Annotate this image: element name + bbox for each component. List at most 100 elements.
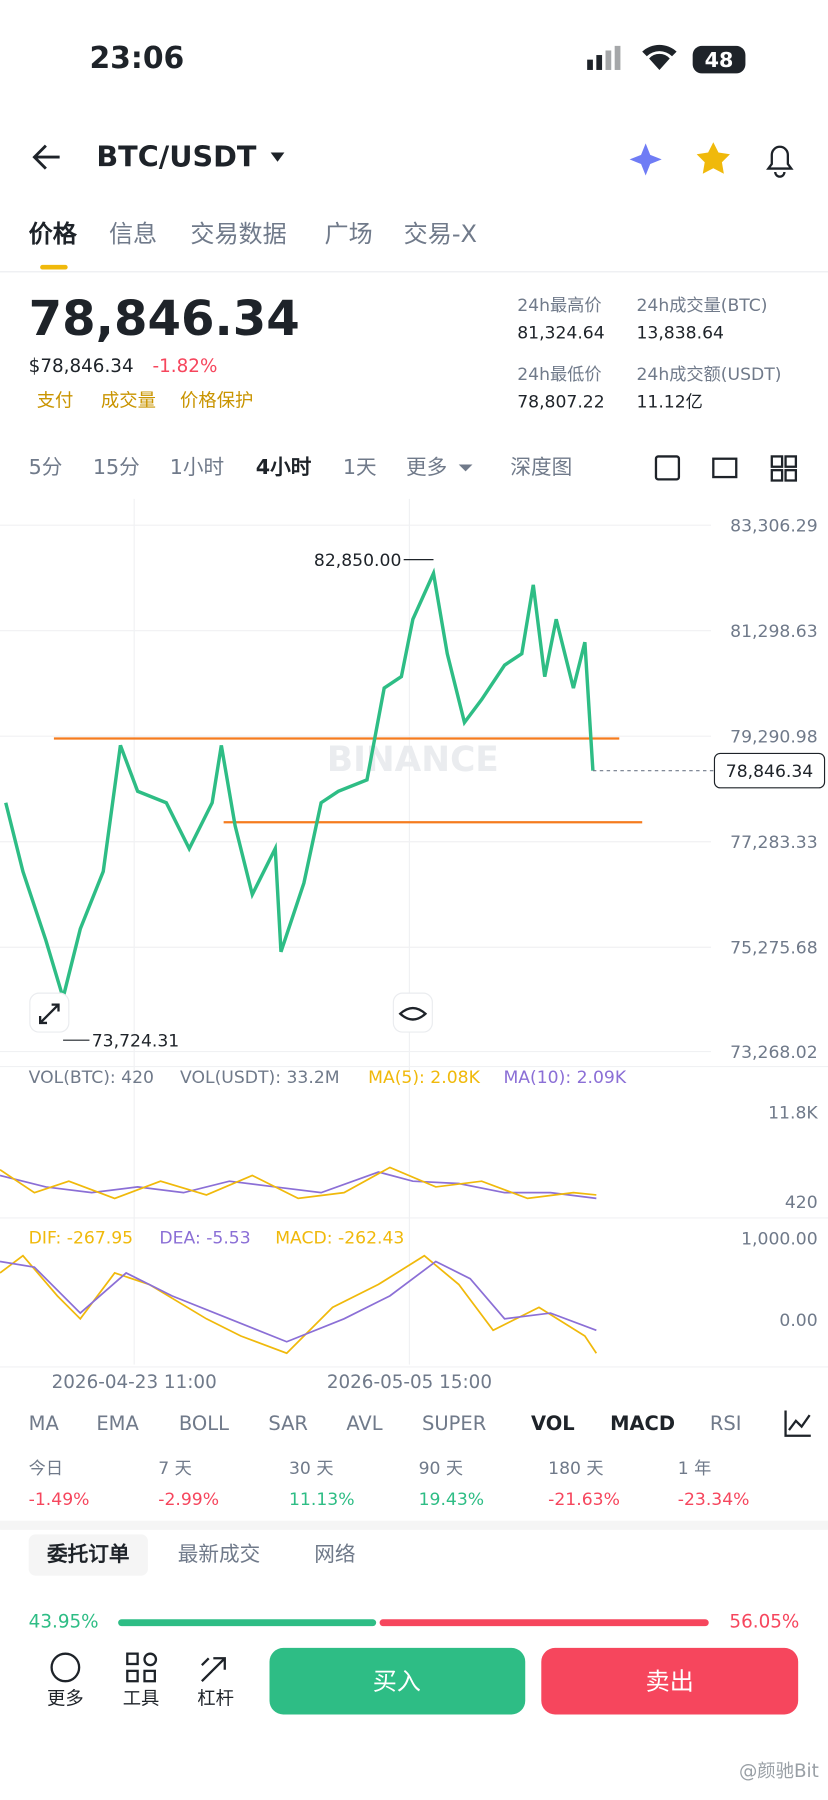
- vol-y-label: 420: [785, 1193, 818, 1213]
- y-label: 83,306.29: [730, 516, 817, 536]
- perf-label: 30 天: [289, 1459, 334, 1479]
- y-label: 73,268.02: [730, 1043, 817, 1063]
- grid: [0, 498, 828, 1368]
- buy-button[interactable]: [269, 1647, 526, 1715]
- tag[interactable]: 支付: [37, 390, 74, 411]
- indicator[interactable]: RSI: [710, 1412, 742, 1435]
- perf-label: 7 天: [158, 1459, 192, 1479]
- ai-icon[interactable]: [629, 143, 662, 176]
- perf-value: -1.49%: [29, 1490, 90, 1510]
- macd-legend: DIF: -267.95: [29, 1229, 133, 1249]
- tab-indicator: [40, 264, 68, 270]
- indicator-settings[interactable]: [784, 1410, 811, 1437]
- vol-legend: VOL(USDT): 33.2M: [180, 1068, 340, 1088]
- y-label: 75,275.68: [730, 938, 817, 958]
- indicator[interactable]: SAR: [268, 1412, 308, 1435]
- tool-icons[interactable]: [50, 1652, 226, 1683]
- indicator[interactable]: SUPER: [422, 1412, 486, 1435]
- pair-title[interactable]: BTC/USDT: [96, 139, 257, 173]
- macd-y-label: 0.00: [779, 1311, 817, 1331]
- perf-value: 19.43%: [419, 1490, 485, 1510]
- low-label: 73,724.31: [92, 1031, 179, 1051]
- battery: 48: [705, 48, 734, 72]
- order-tab[interactable]: 最新成交: [178, 1542, 261, 1566]
- vol-ma10: [0, 1171, 597, 1200]
- interval[interactable]: 4小时: [256, 455, 312, 479]
- indicator[interactable]: VOL: [531, 1412, 575, 1435]
- indicator[interactable]: MACD: [610, 1412, 675, 1435]
- watermark: @颜驰Bit: [739, 1761, 819, 1782]
- y-label: 79,290.98: [730, 727, 817, 747]
- interval[interactable]: 15分: [93, 455, 140, 479]
- back-button[interactable]: [32, 144, 60, 170]
- vol-ma5: [0, 1166, 597, 1200]
- high-label: 82,850.00: [314, 551, 401, 571]
- tab[interactable]: 信息: [109, 220, 157, 248]
- perf-value: -21.63%: [548, 1490, 620, 1510]
- favorite-icon[interactable]: [696, 142, 730, 174]
- tab[interactable]: 交易-X: [404, 220, 477, 248]
- tab[interactable]: 广场: [325, 220, 373, 248]
- perf-label: 今日: [29, 1459, 63, 1479]
- perf-value: -2.99%: [158, 1490, 219, 1510]
- tab[interactable]: 交易数据: [190, 220, 286, 248]
- status-time: 23:06: [89, 41, 184, 76]
- indicator[interactable]: AVL: [346, 1412, 382, 1435]
- perf-value: -23.34%: [678, 1490, 750, 1510]
- perf-value: 11.13%: [289, 1490, 355, 1510]
- x-label: 2026-04-23 11:00: [52, 1372, 217, 1393]
- tab[interactable]: 价格: [29, 220, 78, 248]
- price-change: -1.82%: [153, 356, 218, 377]
- exchange-watermark: BINANCE: [327, 740, 499, 780]
- stat-value: 81,324.64: [517, 324, 604, 344]
- macd-legend: MACD: -262.43: [275, 1229, 404, 1249]
- stat-label: 24h最高价: [517, 296, 601, 316]
- chart-tools[interactable]: [654, 455, 798, 482]
- order-tab[interactable]: 网络: [314, 1542, 355, 1566]
- stat-value: 78,807.22: [517, 393, 604, 413]
- indicator[interactable]: EMA: [96, 1412, 139, 1435]
- sell-button[interactable]: [541, 1647, 799, 1715]
- order-tab[interactable]: 委托订单: [46, 1542, 130, 1566]
- alert-icon[interactable]: [766, 145, 794, 178]
- interval[interactable]: 1天: [343, 455, 377, 479]
- pair-dropdown[interactable]: [270, 152, 285, 162]
- stat-label: 24h成交额(USDT): [636, 365, 781, 385]
- current-price-label: 78,846.34: [726, 762, 813, 782]
- expand-icon[interactable]: [38, 1003, 60, 1025]
- interval[interactable]: 深度图: [510, 455, 572, 479]
- usd-price: $78,846.34: [29, 356, 134, 377]
- stat-value: 11.12亿: [636, 393, 702, 413]
- tag[interactable]: 成交量: [101, 390, 156, 411]
- sell-ratio: 56.05%: [729, 1612, 799, 1633]
- macd-dea: [0, 1260, 597, 1343]
- perf-label: 90 天: [419, 1459, 464, 1479]
- section-gap: [0, 1520, 828, 1530]
- vol-legend: MA(10): 2.09K: [503, 1068, 626, 1088]
- tool-label[interactable]: 杠杆: [197, 1689, 234, 1710]
- y-label: 77,283.33: [730, 833, 817, 853]
- vol-legend: VOL(BTC): 420: [29, 1068, 154, 1088]
- macd-legend: DEA: -5.53: [159, 1229, 250, 1249]
- indicator[interactable]: BOLL: [179, 1412, 229, 1435]
- buy-ratio: 43.95%: [29, 1612, 99, 1633]
- interval[interactable]: 更多: [406, 455, 447, 479]
- buy-bar: [118, 1619, 377, 1627]
- sell-label[interactable]: 卖出: [646, 1667, 694, 1695]
- tag[interactable]: 价格保护: [180, 390, 253, 411]
- interval[interactable]: 1小时: [170, 455, 224, 479]
- status-icons: [587, 44, 746, 74]
- buy-label[interactable]: 买入: [373, 1667, 421, 1695]
- price-path: [4, 567, 595, 1005]
- indicator[interactable]: MA: [29, 1412, 60, 1435]
- eye-icon[interactable]: [398, 1006, 428, 1021]
- tool-label[interactable]: 更多: [47, 1689, 84, 1710]
- x-label: 2026-05-05 15:00: [327, 1372, 492, 1393]
- stat-value: 13,838.64: [636, 324, 723, 344]
- tool-label[interactable]: 工具: [123, 1689, 160, 1710]
- vol-legend: MA(5): 2.08K: [368, 1068, 480, 1088]
- more-dropdown[interactable]: [458, 464, 473, 472]
- interval[interactable]: 5分: [29, 455, 63, 479]
